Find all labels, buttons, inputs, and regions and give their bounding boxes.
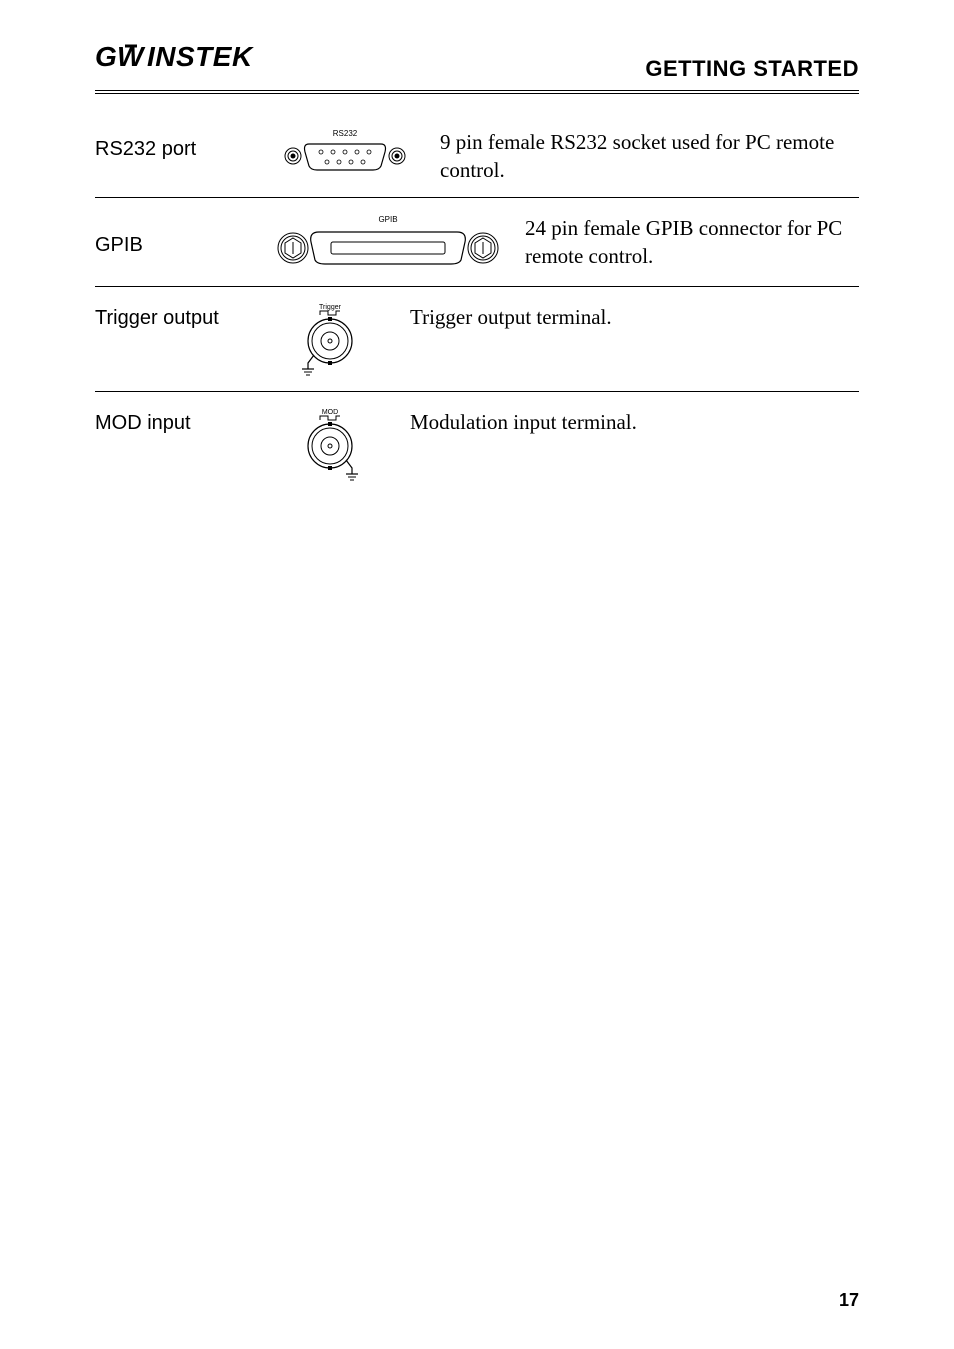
row-label: RS232 port <box>95 122 270 161</box>
row-desc: Modulation input terminal. <box>390 402 859 436</box>
brand-logo: G W INSTEK <box>95 40 275 82</box>
row-label: GPIB <box>95 208 270 257</box>
icon-caption: RS232 <box>333 129 358 138</box>
icon-caption: GPIB <box>378 215 397 224</box>
row-desc: 24 pin female GPIB connector for PC remo… <box>505 208 859 271</box>
row-rs232: RS232 port RS232 <box>95 112 859 198</box>
page-number: 17 <box>839 1290 859 1311</box>
page-header: G W INSTEK GETTING STARTED <box>95 40 859 94</box>
gpib-connector-icon: GPIB <box>270 208 505 274</box>
svg-text:INSTEK: INSTEK <box>147 41 254 72</box>
row-mod: MOD input MOD Modulation input termina <box>95 392 859 496</box>
rs232-port-icon: RS232 <box>270 122 420 174</box>
svg-text:G: G <box>95 41 117 72</box>
row-label: Trigger output <box>95 297 270 330</box>
spec-rows: RS232 port RS232 <box>95 112 859 496</box>
mod-bnc-icon: MOD <box>270 402 390 484</box>
row-desc: Trigger output terminal. <box>390 297 859 331</box>
row-trigger: Trigger output Trigger <box>95 287 859 392</box>
row-label: MOD input <box>95 402 270 435</box>
section-heading: GETTING STARTED <box>645 56 859 82</box>
row-gpib: GPIB GPIB 24 pin female GPIB <box>95 198 859 287</box>
trigger-bnc-icon: Trigger <box>270 297 390 379</box>
row-desc: 9 pin female RS232 socket used for PC re… <box>420 122 859 185</box>
icon-caption: MOD <box>322 409 338 416</box>
icon-caption: Trigger <box>319 304 342 311</box>
